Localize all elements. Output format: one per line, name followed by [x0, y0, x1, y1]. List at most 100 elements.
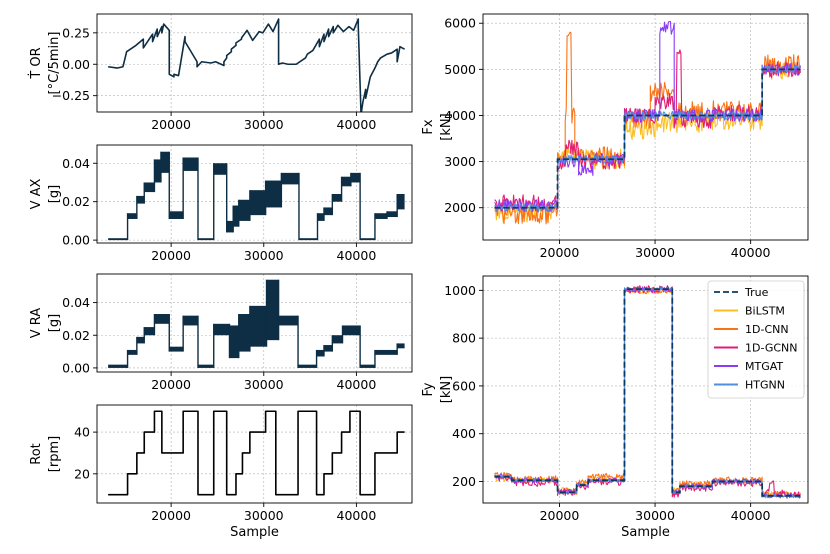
- y-tick-label: 0.04: [62, 295, 90, 310]
- y-tick-label: 0.00: [62, 57, 90, 72]
- y-tick-label: 0.00: [62, 233, 90, 248]
- y-tick-label: 200: [452, 474, 476, 489]
- x-axis-label: Sample: [230, 525, 279, 540]
- signal-band: [108, 364, 128, 368]
- y-tick-label: 0.00: [62, 360, 90, 375]
- signal-band: [183, 315, 198, 326]
- series-1d-cnn: [494, 31, 801, 225]
- signal-band: [238, 314, 250, 352]
- y-axis-label: [g]: [47, 185, 62, 203]
- signal-band: [360, 364, 375, 368]
- signal-band: [397, 194, 405, 210]
- legend-label: MTGAT: [745, 360, 783, 373]
- x-tick-label: 20000: [151, 248, 191, 263]
- signal-band: [265, 180, 282, 208]
- panel-rot: 20000 30000 40000 20 40 Rot [rpm] Sample: [29, 404, 413, 540]
- panel-tor: 20000 30000 40000 −0.25 0.00 0.25 Ṫ OR [°C/5min…: [28, 13, 413, 132]
- signal-band: [213, 163, 227, 175]
- signal-band: [350, 172, 361, 183]
- axes-frame: [96, 273, 413, 373]
- signal-band: [197, 364, 214, 368]
- x-tick-label: 40000: [337, 377, 377, 392]
- signal-band: [374, 213, 387, 219]
- x-tick-label: 30000: [635, 508, 675, 523]
- series-true: [494, 68, 801, 209]
- y-axis-label: [rpm]: [47, 436, 62, 472]
- signal-band: [266, 279, 279, 341]
- y-axis-label: [°C/5min]: [47, 32, 62, 95]
- plot-area: [108, 279, 405, 368]
- y-tick-label: 5000: [444, 62, 476, 77]
- signal-band: [229, 325, 239, 359]
- y-axis-label: Fx: [421, 119, 436, 134]
- signal-band: [397, 343, 405, 349]
- signal-band: [144, 327, 155, 336]
- y-tick-label: 20: [74, 466, 90, 481]
- y-tick-label: 400: [452, 426, 476, 441]
- axes-frame: [482, 13, 809, 241]
- signal-band: [154, 159, 161, 183]
- x-tick-label: 20000: [151, 508, 191, 523]
- signal-band: [183, 157, 198, 171]
- y-tick-label: 6000: [444, 16, 476, 31]
- panel-fy: 20000 30000 40000 200 400 600 800 1000 Fy [kN] Sam…: [421, 275, 809, 540]
- y-tick-label: −0.25: [52, 88, 90, 103]
- signal-band: [238, 199, 250, 221]
- y-axis-label: [kN]: [439, 113, 454, 140]
- legend: True BiLSTM 1D-CNN 1D-GCNN MTGAT HTGNN: [707, 280, 805, 399]
- signal-band: [213, 323, 230, 336]
- x-tick-label: 30000: [244, 248, 284, 263]
- x-tick-label: 40000: [337, 117, 377, 132]
- axes-frame: [482, 275, 809, 504]
- signal-band: [127, 349, 137, 355]
- signal-band: [108, 238, 128, 241]
- signal-band: [144, 182, 155, 193]
- panel-vax: 20000 30000 40000 0.00 0.02 0.04 V AX [g]: [29, 144, 413, 263]
- y-tick-label: 1000: [444, 283, 476, 298]
- x-tick-label: 20000: [151, 117, 191, 132]
- signal-band: [278, 315, 299, 326]
- x-tick-label: 40000: [731, 508, 771, 523]
- legend-label: True: [744, 286, 769, 299]
- plot-area: [494, 20, 801, 225]
- y-tick-label: 0.02: [62, 328, 90, 343]
- y-axis-label: Ṫ OR: [28, 47, 44, 79]
- y-axis-label: Fy: [421, 382, 436, 396]
- y-tick-label: 0.02: [62, 194, 90, 209]
- y-axis-label: [kN]: [439, 376, 454, 403]
- signal-band: [127, 213, 137, 219]
- signal-band: [323, 207, 333, 216]
- y-tick-label: 0.25: [62, 25, 90, 40]
- series-line: [108, 410, 405, 496]
- signal-band: [136, 336, 145, 344]
- signal-band: [298, 238, 318, 241]
- y-tick-label: 800: [452, 331, 476, 346]
- signal-band: [323, 345, 333, 352]
- legend-label: 1D-CNN: [745, 323, 789, 336]
- signal-band: [197, 238, 214, 241]
- plot-area: [108, 151, 405, 241]
- series-bilstm: [494, 59, 801, 223]
- y-tick-label: 4000: [444, 108, 476, 123]
- y-tick-label: 0.04: [62, 156, 90, 171]
- x-tick-label: 40000: [731, 245, 771, 260]
- signal-band: [341, 176, 351, 187]
- axes-frame: [96, 144, 413, 244]
- x-tick-label: 20000: [540, 508, 580, 523]
- x-tick-label: 30000: [244, 508, 284, 523]
- signal-band: [360, 238, 375, 241]
- panel-fx: 20000 30000 40000 2000 3000 4000 5000 6000 Fx [kN…: [421, 13, 809, 260]
- signal-band: [154, 314, 170, 324]
- signal-band: [160, 151, 170, 173]
- series-htgnn: [494, 64, 801, 213]
- signal-band: [249, 190, 266, 216]
- plot-area: [108, 410, 405, 496]
- y-axis-label: [g]: [47, 314, 62, 332]
- y-tick-label: 40: [74, 425, 90, 440]
- plot-area: [108, 18, 405, 112]
- x-tick-label: 20000: [540, 245, 580, 260]
- signal-band: [169, 346, 184, 352]
- legend-label: 1D-GCNN: [745, 342, 798, 355]
- legend-label: BiLSTM: [745, 305, 785, 318]
